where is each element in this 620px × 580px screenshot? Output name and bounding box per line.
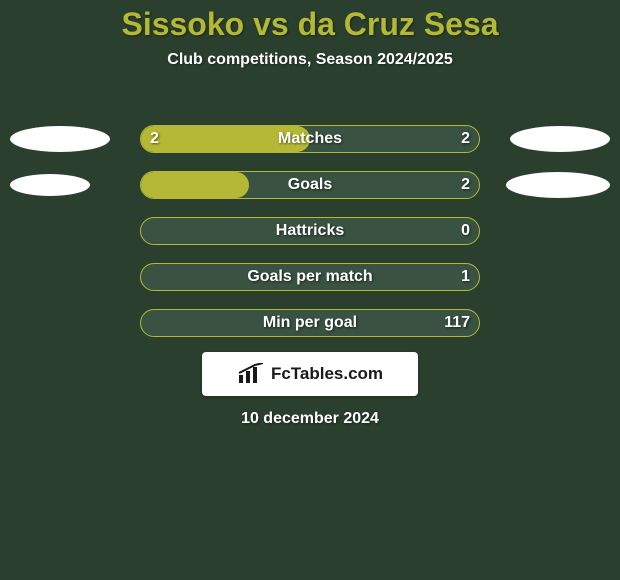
branding-text: FcTables.com [271, 364, 383, 384]
stat-row: 0 Hattricks [0, 208, 620, 254]
left-value: 2 [150, 130, 159, 148]
right-value: 2 [461, 176, 470, 194]
comparison-card: Sissoko vs da Cruz Sesa Club competition… [0, 0, 620, 580]
stat-label: Matches [278, 130, 342, 148]
stat-row: 117 Min per goal [0, 300, 620, 346]
stat-label: Goals per match [247, 268, 372, 286]
right-value: 2 [461, 130, 470, 148]
stat-row: 2 2 Matches [0, 116, 620, 162]
stat-row: 2 Goals [0, 162, 620, 208]
stat-label: Min per goal [263, 314, 357, 332]
stat-rows: 2 2 Matches 2 Goals 0 Hattricks 1 Goals per matc… [0, 116, 620, 346]
right-value: 117 [444, 314, 470, 332]
branding-badge: FcTables.com [202, 352, 418, 396]
right-ellipse [510, 126, 610, 152]
right-ellipse [506, 172, 610, 198]
chart-icon [237, 363, 265, 385]
right-value: 0 [461, 222, 470, 240]
stat-label: Goals [288, 176, 332, 194]
left-ellipse [10, 126, 110, 152]
page-title: Sissoko vs da Cruz Sesa [0, 0, 620, 43]
date-text: 10 december 2024 [241, 410, 379, 428]
right-value: 1 [461, 268, 470, 286]
stat-row: 1 Goals per match [0, 254, 620, 300]
stat-label: Hattricks [276, 222, 344, 240]
left-ellipse [10, 174, 90, 196]
bar-fill [141, 172, 249, 198]
page-subtitle: Club competitions, Season 2024/2025 [0, 51, 620, 69]
